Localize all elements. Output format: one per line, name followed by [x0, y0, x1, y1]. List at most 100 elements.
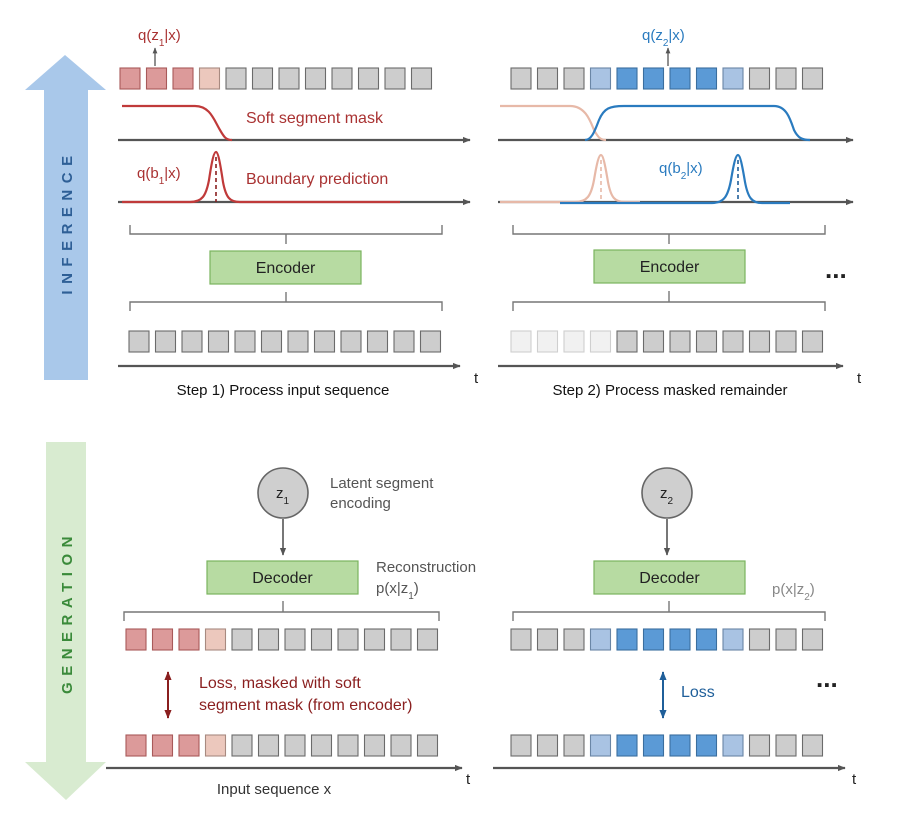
- sequence-cell: [563, 628, 585, 651]
- sequence-cell: [748, 734, 771, 757]
- sequence-cell: [669, 67, 691, 90]
- inference-step1: q(z1|x) Soft segment mask q(b1|x) Bounda…: [118, 27, 479, 399]
- sequence-cell: [284, 734, 306, 757]
- generation-right: z2 Decoder p(x|z2) Loss ... t: [493, 467, 857, 788]
- sequence-cell: [563, 734, 585, 757]
- generation-right-time-label: t: [852, 771, 857, 788]
- loss-label-2: Loss: [681, 684, 715, 701]
- boundary-q-b1-label: q(b1|x): [137, 165, 181, 187]
- step1-bottom-cells: [128, 330, 442, 353]
- sequence-cell: [178, 734, 200, 757]
- step1-encoder-bracket-top: [129, 225, 443, 244]
- sequence-cell: [589, 734, 612, 757]
- decoder-bracket-1: [123, 601, 440, 621]
- sequence-cell: [536, 67, 559, 90]
- sequence-cell: [669, 628, 691, 651]
- boundary-peak-faded: [500, 153, 640, 204]
- sequence-cell: [125, 734, 147, 757]
- decoder-label-2: Decoder: [639, 570, 700, 587]
- sequence-cell: [416, 734, 439, 757]
- sequence-cell: [331, 67, 353, 90]
- sequence-cell: [384, 67, 406, 90]
- sequence-cell: [748, 330, 771, 353]
- sequence-cell: [172, 67, 194, 90]
- inference-ellipsis: ...: [825, 254, 847, 284]
- encoder-box-2: [593, 249, 746, 284]
- sequence-cell: [287, 330, 309, 353]
- sequence-cell: [337, 628, 359, 651]
- generation-left-bottom-cells: [125, 734, 439, 757]
- loss-masked-line2: segment mask (from encoder): [199, 697, 412, 714]
- step2-encoder-bracket-bottom: [512, 291, 826, 311]
- sequence-cell: [510, 330, 532, 353]
- sequence-cell: [722, 734, 744, 757]
- sequence-cell: [204, 734, 227, 757]
- reconstruction-line1: Reconstruction: [376, 559, 476, 576]
- generation-right-bottom-cells: [510, 734, 824, 757]
- boundary-caption: Boundary prediction: [246, 171, 388, 188]
- sequence-cell: [393, 330, 415, 353]
- sequence-cell: [340, 330, 362, 353]
- sequence-cell: [151, 628, 174, 651]
- step1-time-label: t: [474, 370, 479, 387]
- sequence-cell: [304, 67, 327, 90]
- decoder-box-2: [593, 560, 746, 595]
- sequence-cell: [642, 330, 665, 353]
- soft-mask-label: Soft segment mask: [246, 110, 384, 127]
- sequence-cell: [589, 67, 612, 90]
- sequence-cell: [416, 628, 439, 651]
- sequence-cell: [313, 330, 336, 353]
- boundary-q-b2-label: q(b2|x): [659, 160, 703, 182]
- sequence-cell: [722, 330, 744, 353]
- sequence-cell: [278, 67, 300, 90]
- sequence-cell: [366, 330, 389, 353]
- boundary-peak-1: [122, 150, 400, 204]
- sequence-cell: [748, 67, 771, 90]
- sequence-cell: [207, 330, 230, 353]
- decoder-box-1: [206, 560, 359, 595]
- sequence-cell: [801, 628, 824, 651]
- step2-bottom-cells: [510, 330, 824, 353]
- sequence-cell: [589, 628, 612, 651]
- sequence-cell: [775, 734, 797, 757]
- sequence-cell: [510, 67, 532, 90]
- latent-z2-label: z2: [660, 485, 674, 507]
- sequence-cell: [251, 67, 274, 90]
- soft-mask-curve-1: [122, 104, 233, 142]
- sequence-cell: [510, 628, 532, 651]
- encoder-label-1: Encoder: [256, 260, 316, 277]
- sequence-cell: [642, 628, 665, 651]
- sequence-cell: [695, 734, 718, 757]
- sequence-cell: [257, 628, 280, 651]
- latent-z1-node: [257, 467, 309, 519]
- inference-side-label: INFERENCE: [59, 149, 76, 294]
- loss-masked-line1: Loss, masked with soft: [199, 675, 361, 692]
- sequence-cell: [178, 628, 200, 651]
- sequence-cell: [642, 734, 665, 757]
- sequence-cell: [775, 330, 797, 353]
- sequence-cell: [198, 67, 221, 90]
- sequence-cell: [536, 734, 559, 757]
- sequence-cell: [536, 628, 559, 651]
- sequence-cell: [695, 330, 718, 353]
- latent-caption-line1: Latent segment: [330, 475, 434, 492]
- input-sequence-caption: Input sequence x: [217, 781, 332, 798]
- sequence-cell: [231, 628, 253, 651]
- sequence-cell: [616, 67, 638, 90]
- step1-top-cells: [119, 67, 433, 90]
- encoder-box-1: [209, 250, 362, 285]
- boundary-peak-2: [560, 153, 790, 205]
- sequence-cell: [363, 734, 386, 757]
- sequence-cell: [231, 734, 253, 757]
- generation-left: z1 Latent segment encoding Decoder Recon…: [106, 467, 476, 798]
- sequence-cell: [775, 628, 797, 651]
- step2-top-cells: [510, 67, 824, 90]
- sequence-cell: [510, 734, 532, 757]
- sequence-cell: [563, 330, 585, 353]
- latent-z1-label: z1: [276, 485, 290, 507]
- sequence-cell: [669, 330, 691, 353]
- latent-z2-node: [641, 467, 693, 519]
- step2-caption: Step 2) Process masked remainder: [552, 382, 787, 399]
- sequence-cell: [260, 330, 283, 353]
